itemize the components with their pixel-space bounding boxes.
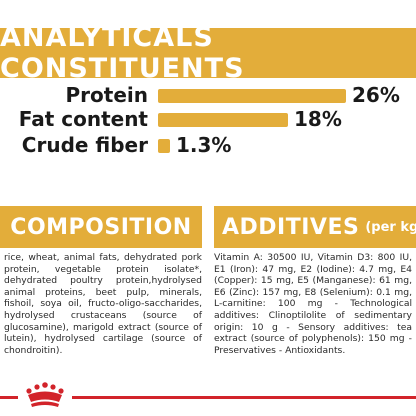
additives-header: ADDITIVES (per kg)	[214, 206, 416, 248]
row-bar	[158, 89, 346, 103]
row-value: 26%	[352, 83, 400, 107]
composition-text: rice, wheat, animal fats, dehydrated por…	[4, 252, 202, 356]
row-value: 1.3%	[176, 133, 232, 157]
row-label: Fat content	[18, 107, 148, 131]
footer-divider-left	[0, 396, 18, 399]
row-label: Protein	[65, 83, 148, 107]
analytical-row-protein: Protein 26%	[0, 82, 416, 108]
row-value: 18%	[294, 107, 342, 131]
row-bar	[158, 139, 170, 153]
additives-subtitle: (per kg)	[365, 219, 416, 235]
analytical-banner: ANALYTICALS CONSTITUENTS	[0, 22, 416, 84]
row-label: Crude fiber	[21, 133, 148, 157]
additives-text: Vitamin A: 30500 IU, Vitamin D3: 800 IU,…	[214, 252, 412, 356]
footer-divider-right	[72, 396, 416, 399]
royal-canin-crown-icon	[26, 382, 64, 407]
analytical-row-fiber: Crude fiber 1.3%	[0, 132, 416, 158]
row-bar	[158, 113, 288, 127]
analytical-row-fat: Fat content 18%	[0, 106, 416, 132]
analytical-title: ANALYTICALS CONSTITUENTS	[0, 22, 245, 84]
composition-title: COMPOSITION	[10, 214, 192, 240]
composition-header: COMPOSITION	[0, 206, 202, 248]
additives-title: ADDITIVES	[222, 214, 360, 240]
